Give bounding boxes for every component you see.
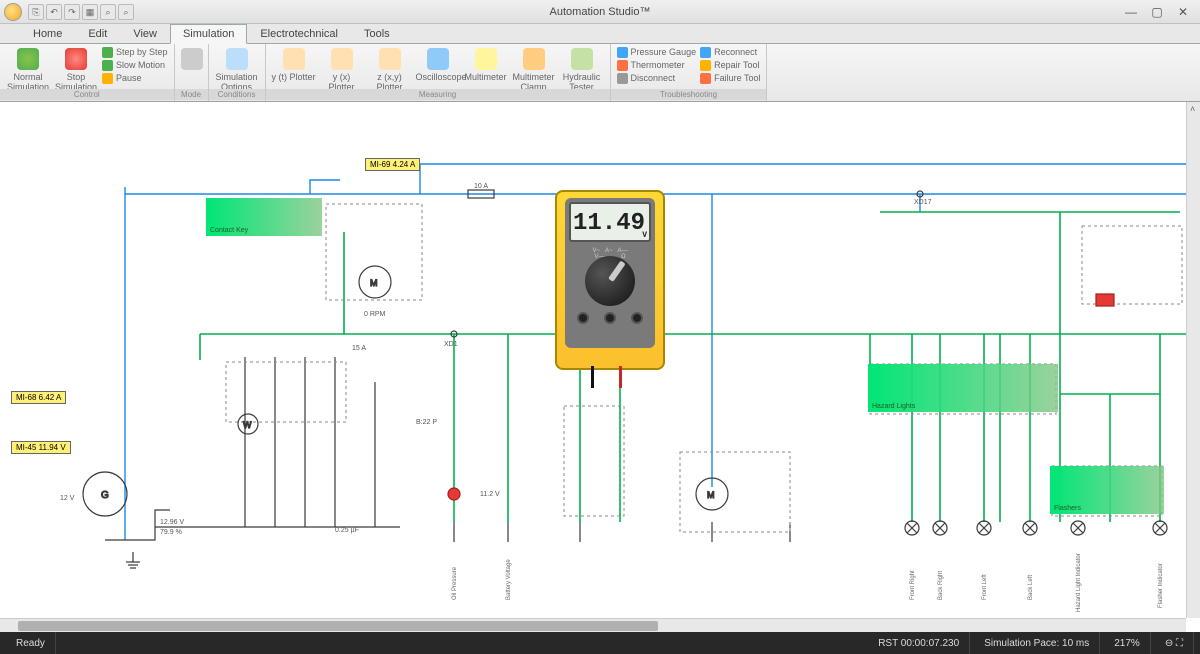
measure-tag-mi69[interactable]: MI-69 4.24 A [365, 158, 420, 171]
repair-tool-button[interactable]: Repair Tool [700, 59, 760, 71]
svg-text:Hazard Light Indicator: Hazard Light Indicator [1076, 553, 1082, 612]
svg-text:0 RPM: 0 RPM [364, 311, 386, 318]
status-icons[interactable]: ⊖ ⛶ [1155, 632, 1194, 654]
title-bar: ⎘ ↶ ↷ ▦ ⌕ ⌕ Automation Studio™ — ▢ ✕ [0, 0, 1200, 24]
svg-text:0.25 µF: 0.25 µF [335, 527, 359, 534]
schematic-canvas[interactable]: G M M W 1 [0, 102, 1200, 632]
jack-10a[interactable] [577, 312, 589, 324]
close-button[interactable]: ✕ [1174, 5, 1192, 19]
tab-edit[interactable]: Edit [75, 24, 120, 43]
pressure-gauge-button[interactable]: Pressure Gauge [617, 46, 697, 58]
svg-text:M: M [707, 490, 715, 500]
tab-tools[interactable]: Tools [351, 24, 403, 43]
qat-btn[interactable]: ⌕ [118, 4, 134, 20]
multimeter[interactable]: 11.49 V~ A~ A—V— ΩOFF [555, 190, 665, 370]
svg-text:XD17: XD17 [914, 199, 932, 206]
status-zoom[interactable]: 217% [1104, 632, 1151, 654]
ribbon: Normal Simulation Stop Simulation Step b… [0, 44, 1200, 102]
quick-access-toolbar: ⎘ ↶ ↷ ▦ ⌕ ⌕ [28, 4, 134, 20]
lead-black[interactable] [591, 366, 594, 388]
svg-text:12.96 V: 12.96 V [160, 519, 184, 526]
tab-view[interactable]: View [120, 24, 170, 43]
ribbon-group-troubleshooting: Pressure Gauge Thermometer Disconnect Re… [611, 44, 768, 101]
multimeter-button[interactable]: Multimeter [464, 46, 508, 82]
svg-text:M: M [370, 278, 378, 288]
svg-text:Front Right: Front Right [910, 570, 916, 600]
measure-tag-mi45[interactable]: MI-45 11.94 V [11, 441, 71, 454]
svg-text:Back Left: Back Left [1028, 575, 1034, 600]
ribbon-group-mode [175, 44, 209, 101]
qat-btn[interactable]: ↷ [64, 4, 80, 20]
measure-tag-mi68[interactable]: MI-68 6.42 A [11, 391, 66, 404]
svg-text:79.9 %: 79.9 % [160, 529, 182, 536]
step-by-step-button[interactable]: Step by Step [102, 46, 168, 58]
ribbon-group-conditions: Simulation Options [209, 44, 266, 101]
svg-text:Oil Pressure: Oil Pressure [452, 566, 458, 600]
zxy-plotter-button[interactable]: z (x,y) Plotter [368, 46, 412, 92]
qat-btn[interactable]: ↶ [46, 4, 62, 20]
vertical-scrollbar[interactable]: ˄ [1186, 102, 1200, 618]
ribbon-group-control: Normal Simulation Stop Simulation Step b… [0, 44, 175, 101]
window-title: Automation Studio™ [0, 6, 1200, 18]
svg-text:Battery Voltage: Battery Voltage [506, 559, 512, 600]
status-ready: Ready [6, 632, 56, 654]
svg-text:12 V: 12 V [60, 495, 75, 502]
multimeter-dial[interactable] [585, 256, 635, 306]
svg-text:Front Left: Front Left [982, 574, 988, 600]
stop-simulation-button[interactable]: Stop Simulation [54, 46, 98, 92]
qat-btn[interactable]: ⎘ [28, 4, 44, 20]
lead-red[interactable] [619, 366, 622, 388]
qat-btn[interactable]: ▦ [82, 4, 98, 20]
horizontal-scrollbar[interactable] [0, 618, 1186, 632]
slow-motion-button[interactable]: Slow Motion [102, 59, 168, 71]
qat-btn[interactable]: ⌕ [100, 4, 116, 20]
jack-v[interactable] [631, 312, 643, 324]
menu-tabs: Home Edit View Simulation Electrotechnic… [0, 24, 1200, 44]
status-bar: Ready RST 00:00:07.230 Simulation Pace: … [0, 632, 1200, 654]
svg-text:Flasher Indicator: Flasher Indicator [1158, 563, 1164, 608]
svg-text:Back Right: Back Right [938, 571, 944, 600]
oscilloscope-button[interactable]: Oscilloscope [416, 46, 460, 82]
tab-simulation[interactable]: Simulation [170, 24, 247, 44]
tab-home[interactable]: Home [20, 24, 75, 43]
mode-button[interactable] [181, 46, 203, 72]
svg-text:B:22 P: B:22 P [416, 419, 437, 426]
hydraulic-tester-button[interactable]: Hydraulic Tester [560, 46, 604, 92]
jack-com[interactable] [604, 312, 616, 324]
svg-text:W: W [243, 420, 252, 430]
highlight-hazard-lights[interactable]: Hazard Lights [868, 364, 1058, 412]
disconnect-button[interactable]: Disconnect [617, 72, 697, 84]
yt-plotter-button[interactable]: y (t) Plotter [272, 46, 316, 82]
tab-electrotechnical[interactable]: Electrotechnical [247, 24, 351, 43]
ribbon-group-measuring: y (t) Plotter y (x) Plotter z (x,y) Plot… [266, 44, 611, 101]
gen-symbol: G [101, 490, 109, 501]
normal-simulation-button[interactable]: Normal Simulation [6, 46, 50, 92]
highlight-flashers[interactable]: Flashers [1050, 466, 1164, 514]
svg-text:11.2 V: 11.2 V [480, 491, 500, 498]
failure-tool-button[interactable]: Failure Tool [700, 72, 760, 84]
thermometer-button[interactable]: Thermometer [617, 59, 697, 71]
svg-text:XD1: XD1 [444, 341, 458, 348]
svg-text:15 A: 15 A [352, 345, 366, 352]
reconnect-button[interactable]: Reconnect [700, 46, 760, 58]
pause-button[interactable]: Pause [102, 72, 168, 84]
app-logo-icon [4, 3, 22, 21]
status-time: RST 00:00:07.230 [868, 632, 970, 654]
multimeter-display: 11.49 [569, 202, 651, 242]
maximize-button[interactable]: ▢ [1148, 5, 1166, 19]
status-pace: Simulation Pace: 10 ms [974, 632, 1100, 654]
highlight-contact-key[interactable]: Contact Key [206, 198, 322, 236]
minimize-button[interactable]: — [1122, 5, 1140, 19]
multimeter-clamp-button[interactable]: Multimeter Clamp [512, 46, 556, 92]
yx-plotter-button[interactable]: y (x) Plotter [320, 46, 364, 92]
simulation-options-button[interactable]: Simulation Options [215, 46, 259, 92]
svg-text:10 A: 10 A [474, 183, 488, 190]
